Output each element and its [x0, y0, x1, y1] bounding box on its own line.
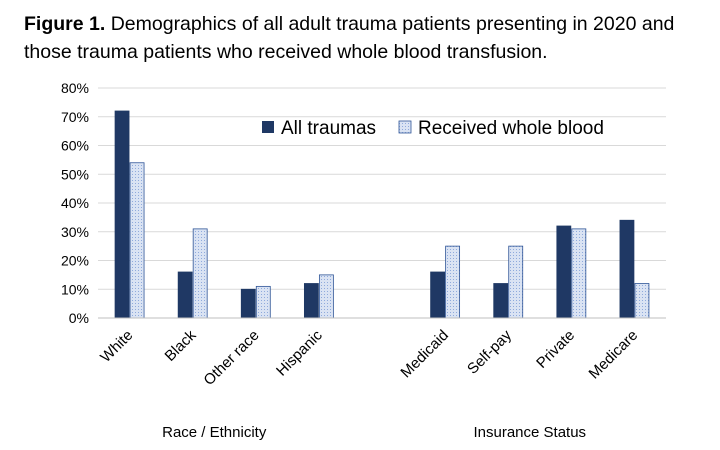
y-tick-label: 40% — [61, 195, 89, 211]
bar-received-whole-blood — [634, 283, 650, 319]
caption-lead: Figure 1. — [24, 13, 106, 35]
bar-all-traumas — [493, 283, 509, 319]
x-tick-label: Black — [162, 326, 200, 364]
y-tick-label: 80% — [61, 80, 89, 96]
x-axis: White Black Other race Hispanic Medicaid Self… — [97, 317, 666, 389]
x-tick-label: Medicare — [586, 327, 642, 383]
legend-label-received-whole-blood: Received whole blood — [418, 118, 604, 139]
group-labels: Race / Ethnicity Insurance Status — [162, 424, 586, 441]
x-tick-label: Other race — [200, 327, 262, 389]
y-tick-label: 30% — [61, 224, 89, 240]
x-tick-label: White — [97, 327, 136, 366]
bar-received-whole-blood — [192, 228, 208, 319]
legend: All traumas Received whole blood — [262, 118, 604, 139]
y-tick-label: 50% — [61, 166, 89, 182]
bars — [114, 110, 650, 319]
bar-received-whole-blood — [508, 245, 524, 319]
y-tick-label: 20% — [61, 253, 89, 269]
figure-caption: Figure 1. Demographics of all adult trau… — [24, 10, 704, 66]
bar-received-whole-blood — [129, 162, 145, 319]
bar-received-whole-blood — [571, 228, 587, 319]
y-tick-label: 10% — [61, 281, 89, 297]
y-tick-label: 70% — [61, 109, 89, 125]
bar-all-traumas — [303, 283, 319, 319]
y-tick-label: 60% — [61, 138, 89, 154]
gridlines — [98, 87, 666, 290]
legend-swatch-received-whole-blood — [398, 120, 412, 134]
bar-all-traumas — [114, 110, 130, 319]
group-label: Race / Ethnicity — [162, 424, 267, 441]
bar-all-traumas — [177, 271, 193, 319]
legend-swatch-all-traumas — [262, 121, 274, 133]
group-label: Insurance Status — [473, 424, 586, 441]
y-tick-label: 0% — [69, 310, 89, 326]
caption-text: Demographics of all adult trauma patient… — [24, 13, 675, 63]
x-tick-label: Self-pay — [464, 326, 515, 377]
bar-all-traumas — [556, 225, 572, 319]
x-tick-label: Private — [533, 327, 578, 372]
bar-received-whole-blood — [318, 274, 334, 319]
x-tick-label: Medicaid — [397, 327, 451, 381]
bar-received-whole-blood — [255, 285, 271, 319]
bar-received-whole-blood — [445, 245, 461, 319]
bar-all-traumas — [619, 219, 635, 319]
y-axis: 0% 10% 20% 30% 40% 50% 60% 70% 80% — [61, 80, 89, 326]
bar-all-traumas — [430, 271, 446, 319]
legend-label-all-traumas: All traumas — [281, 118, 376, 139]
bar-all-traumas — [240, 288, 256, 319]
x-tick-label: Hispanic — [273, 326, 326, 379]
